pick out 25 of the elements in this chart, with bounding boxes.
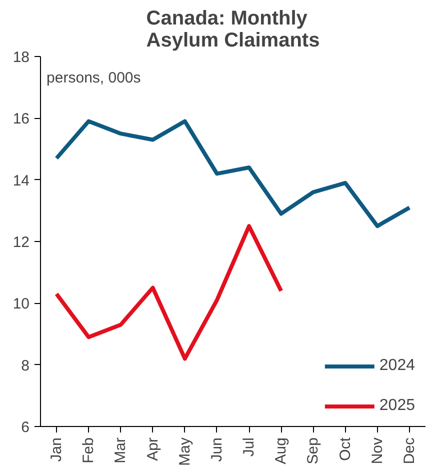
x-tick-label: Oct	[336, 436, 354, 461]
x-tick-label: Apr	[144, 437, 162, 461]
y-tick-label: 10	[12, 296, 30, 313]
legend-label: 2025	[379, 397, 415, 415]
y-tick-label: 14	[12, 172, 30, 190]
x-tick-label: Jul	[240, 437, 258, 457]
x-tick-label: Aug	[272, 437, 290, 464]
x-tick-label: Jan	[48, 437, 66, 462]
chart-title: Canada: Monthly Asylum Claimants	[146, 8, 320, 52]
x-tick-label: Sep	[304, 437, 322, 464]
x-tick-label: Dec	[400, 437, 418, 464]
y-tick-label: 12	[12, 234, 30, 251]
annotation: persons, 000s	[46, 70, 141, 86]
x-tick-label: May	[176, 437, 194, 466]
x-tick-label: Mar	[112, 437, 130, 464]
legend-label: 2024	[379, 357, 415, 375]
x-tick-label: Jun	[208, 437, 226, 462]
y-tick-label: 6	[21, 419, 30, 436]
y-tick-label: 18	[12, 49, 30, 66]
y-tick-label: 16	[12, 110, 30, 128]
x-tick-label: Nov	[368, 437, 386, 464]
y-tick-label: 8	[21, 357, 30, 374]
x-tick-label: Feb	[80, 437, 98, 464]
line-series	[54, 119, 412, 228]
line-series	[54, 224, 284, 361]
